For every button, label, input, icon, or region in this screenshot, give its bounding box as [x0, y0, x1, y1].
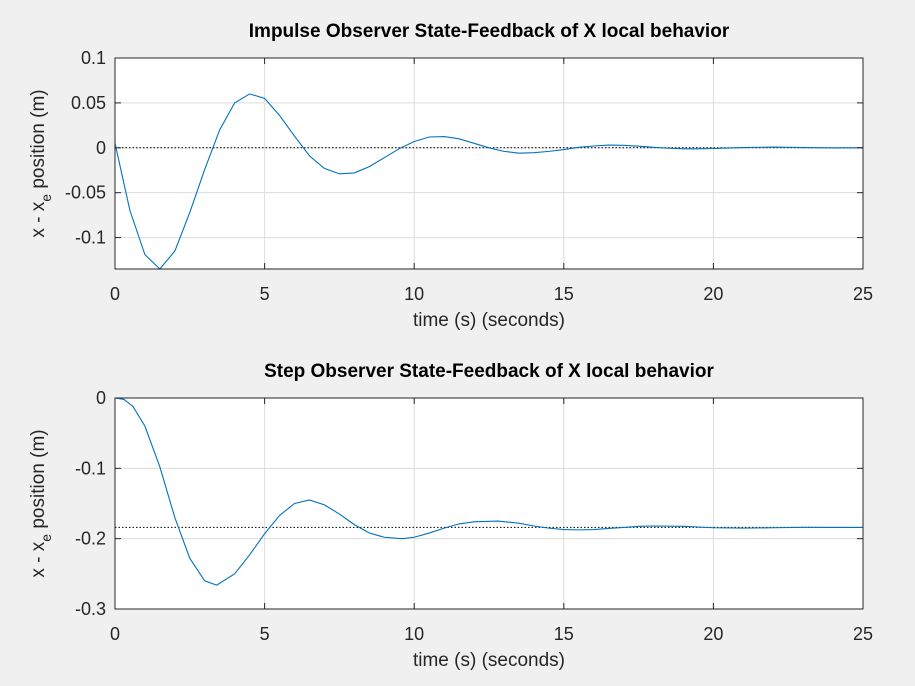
x-tick-label: 15	[554, 624, 574, 644]
x-tick-label: 20	[703, 284, 723, 304]
y-tick-label: -0.1	[75, 228, 106, 248]
step-response-plot: 0 5 10 15 20 25 -0.3 -0.2 -0.1 0 Step Observer Sta…	[28, 361, 873, 671]
axes-background	[114, 397, 864, 610]
axes-frame	[114, 57, 864, 270]
x-tick-label: 0	[110, 284, 120, 304]
y-tick-label: 0	[96, 388, 106, 408]
x-tick-label: 5	[260, 624, 270, 644]
x-tick-label: 5	[260, 284, 270, 304]
x-tick-label: 25	[853, 284, 873, 304]
y-axis-label-main: x - x	[28, 541, 49, 577]
x-tick-label: 15	[554, 284, 574, 304]
y-axis-label-tail: position (m)	[28, 429, 49, 534]
y-axis-label-main: x - x	[28, 201, 49, 237]
y-tick-label: -0.05	[65, 183, 106, 203]
chart-title: Impulse Observer State-Feedback of X loc…	[249, 21, 730, 42]
x-tick-label: 10	[404, 284, 424, 304]
y-axis-label-subscript: e	[38, 194, 54, 202]
y-tick-label: 0	[96, 138, 106, 158]
series-line	[114, 397, 863, 586]
y-tick-label: -0.3	[75, 599, 106, 619]
y-tick-label: -0.1	[75, 458, 106, 478]
y-tick-label: 0.05	[71, 93, 106, 113]
y-axis-label: x - xe position (m)	[28, 89, 54, 237]
y-axis-label-tail: position (m)	[28, 89, 49, 194]
x-tick-label: 0	[110, 624, 120, 644]
y-axis-label-subscript: e	[38, 534, 54, 542]
x-axis-label: time (s) (seconds)	[413, 650, 565, 671]
impulse-response-plot: 0 5 10 15 20 25 -0.1 -0.05 0 0.05 0.1 Impulse Obser…	[28, 21, 873, 331]
chart-title: Step Observer State-Feedback of X local …	[264, 361, 714, 382]
x-axis-label: time (s) (seconds)	[413, 310, 565, 331]
y-axis-label: x - xe position (m)	[28, 429, 54, 577]
x-tick-label: 10	[404, 624, 424, 644]
axes-frame	[114, 397, 864, 610]
x-tick-label: 25	[853, 624, 873, 644]
x-tick-label: 20	[703, 624, 723, 644]
y-tick-label: -0.2	[75, 529, 106, 549]
series-line	[114, 93, 864, 270]
y-tick-label: 0.1	[81, 48, 106, 68]
axes-background	[114, 57, 864, 270]
